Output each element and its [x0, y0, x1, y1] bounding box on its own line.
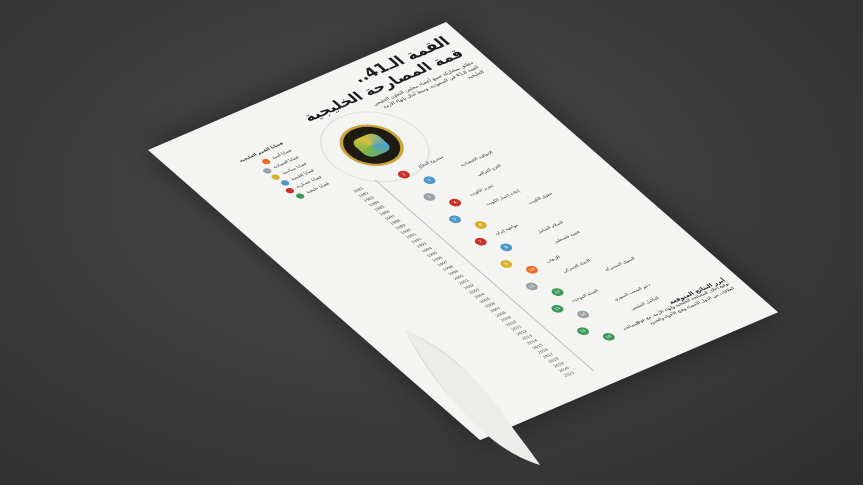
page-curl	[405, 330, 540, 465]
